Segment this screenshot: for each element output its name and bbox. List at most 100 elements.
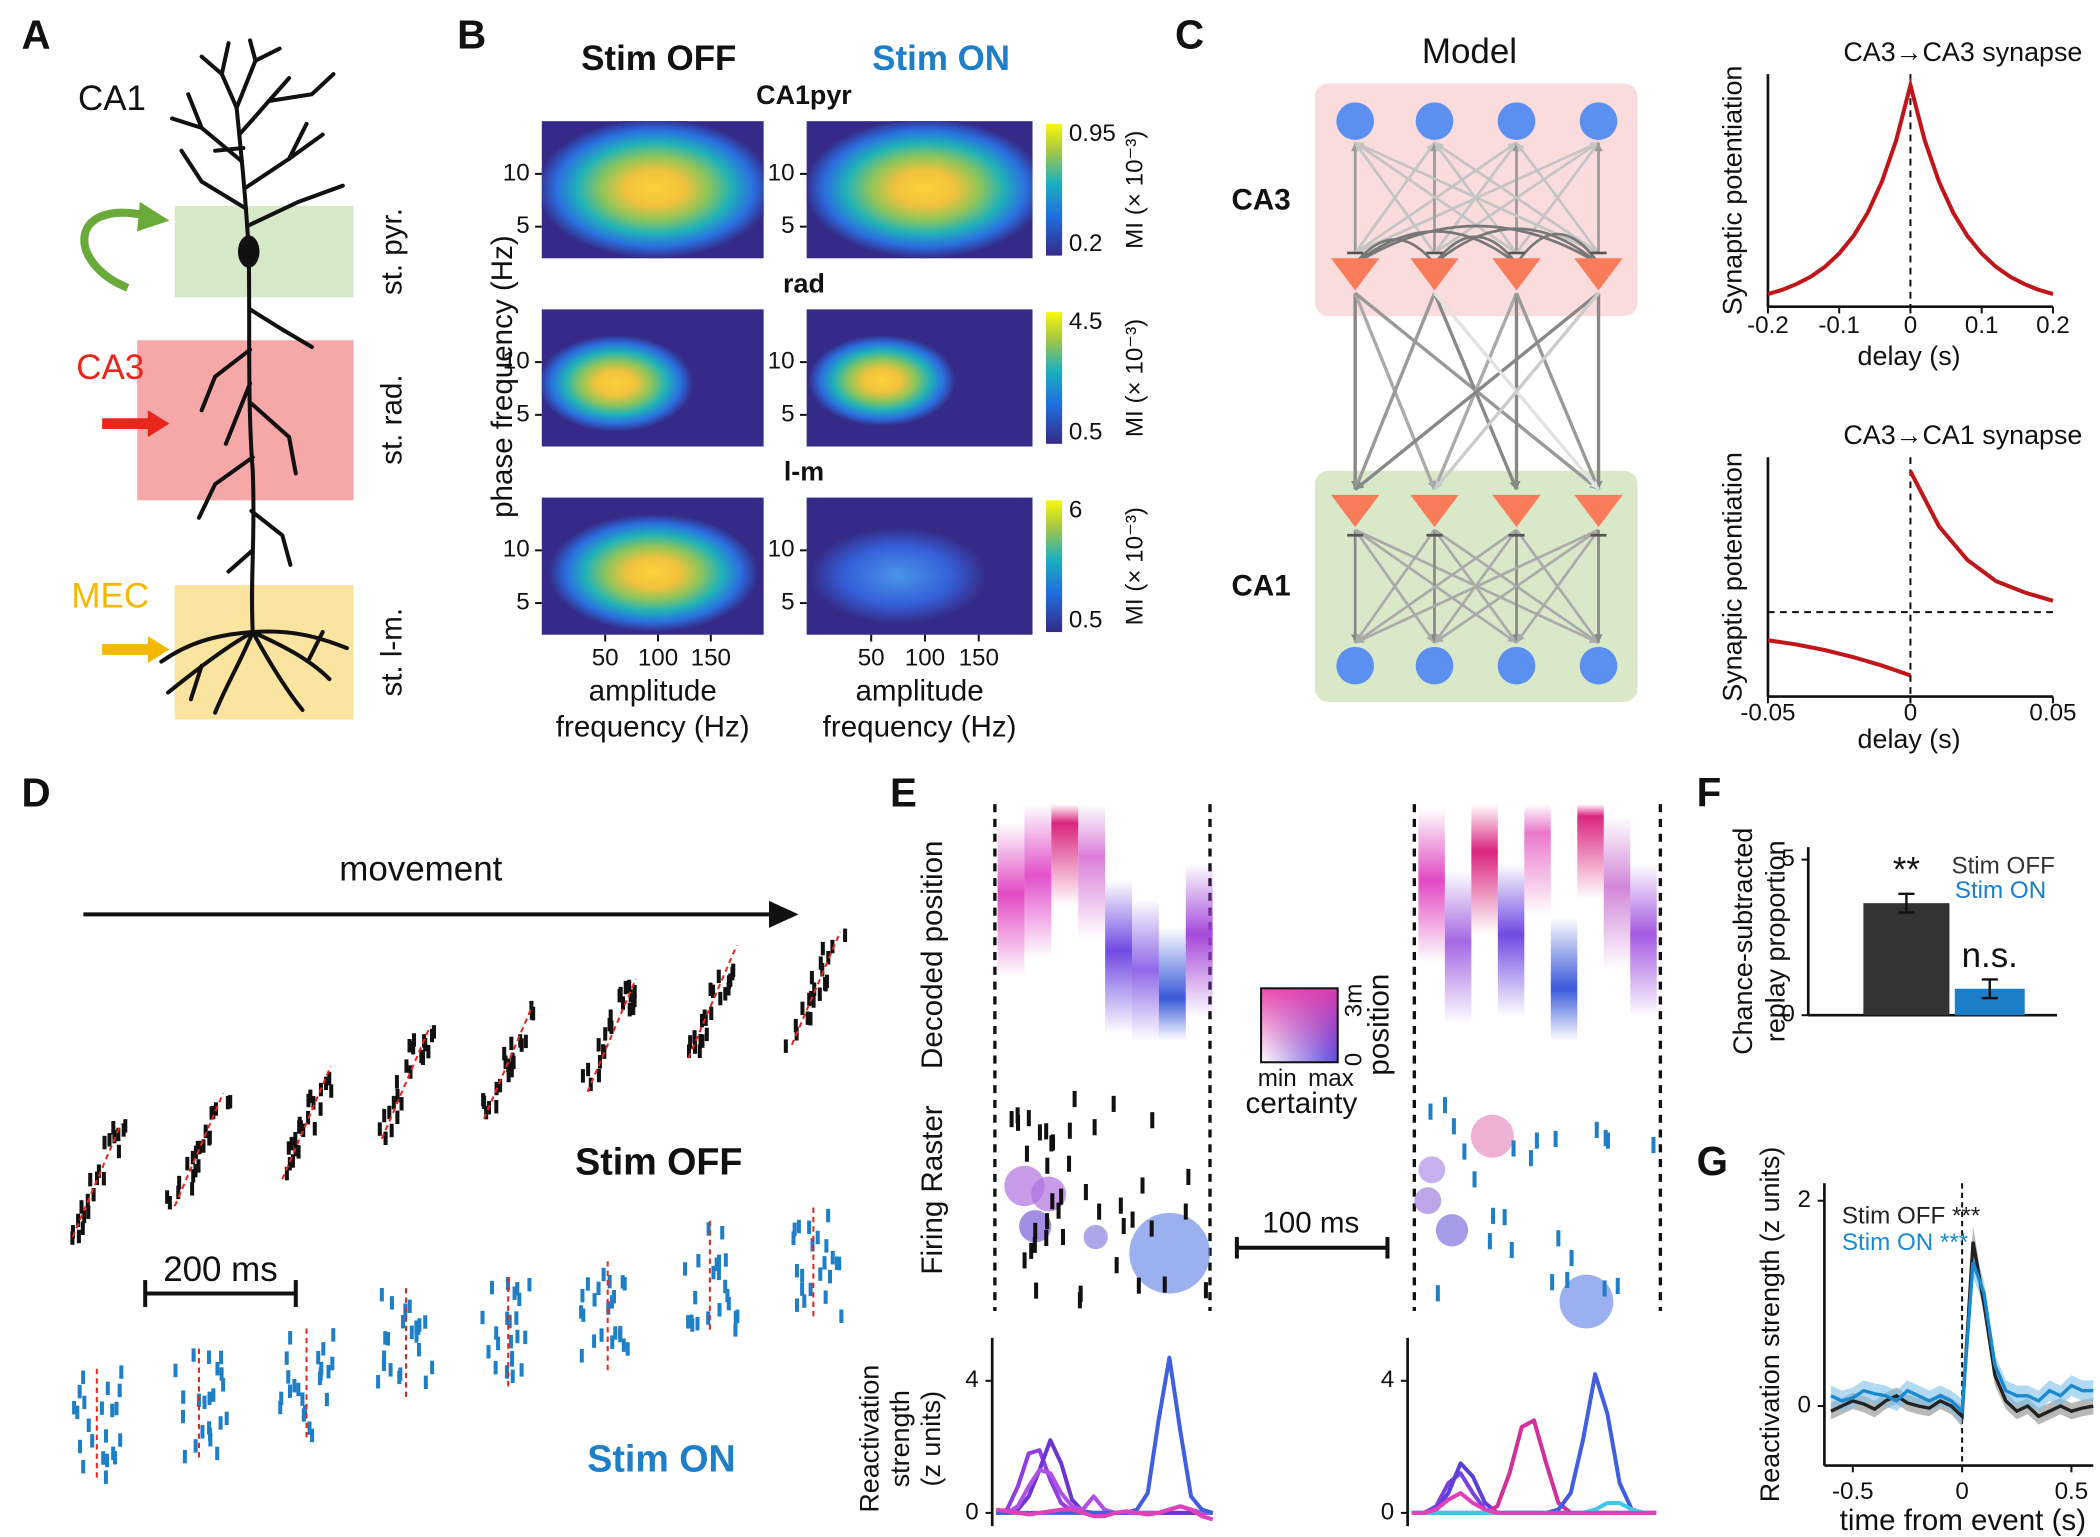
y-tick-label: 5 <box>781 212 794 239</box>
panel-caption: Firing Raster <box>916 1105 949 1274</box>
heatmap-blob <box>541 334 694 432</box>
arrow-head <box>1434 142 1444 151</box>
heatmap-blob <box>548 513 759 633</box>
decoded-column <box>1577 804 1604 1041</box>
reactivation-curve <box>995 1504 1214 1522</box>
dendrite <box>219 41 231 77</box>
sequence-fit <box>173 1092 225 1207</box>
condition-title: Stim OFF <box>581 39 736 78</box>
colorbar-label: MI (× 10⁻³) <box>1121 319 1148 437</box>
neuron-pyramidal <box>1492 494 1541 528</box>
y-axis-label: Chance-subtracted <box>1728 828 1758 1055</box>
sequence-fit <box>71 1123 122 1238</box>
decoded-column <box>1158 804 1186 1041</box>
sequence-fit <box>380 1025 432 1140</box>
connection <box>1353 292 1437 491</box>
heatmap-blob <box>809 527 987 624</box>
neuron-pyramidal <box>1574 258 1623 291</box>
neuron-cell <box>1415 646 1454 685</box>
arrow-head <box>1355 481 1365 490</box>
connection <box>1354 528 1600 645</box>
colorbar-label: MI (× 10⁻³) <box>1121 507 1148 625</box>
sequence-fit <box>483 1005 534 1120</box>
line <box>1830 1261 2094 1415</box>
arrow-head <box>147 410 170 438</box>
dendrite <box>242 132 325 191</box>
y-tick-label: 5 <box>516 212 529 239</box>
arrow-head <box>1512 481 1521 490</box>
y-tick-label: 5 <box>516 588 529 615</box>
neuron-cell <box>1579 646 1618 685</box>
region-label: CA3 <box>1232 184 1291 217</box>
heatmap-blob <box>808 334 956 427</box>
assembly-highlight <box>1083 1224 1108 1250</box>
colorbar-title: position <box>1363 974 1396 1076</box>
y-axis-label: Reactivation <box>854 1365 884 1513</box>
input-label: MEC <box>71 577 149 616</box>
decoded-column <box>1497 804 1525 1041</box>
decoded-column <box>1603 804 1631 1041</box>
dendrite <box>245 183 345 229</box>
x-axis-label: frequency (Hz) <box>556 711 750 744</box>
dendrite <box>287 121 309 161</box>
dendrite <box>234 105 251 254</box>
connection <box>1354 529 1436 644</box>
legend-entry: Stim OFF <box>1951 853 2054 880</box>
y-tick-label: 10 <box>503 536 530 563</box>
decoded-column <box>1550 804 1578 1041</box>
y-axis-label: Synaptic potentiation <box>1717 66 1747 316</box>
certainty-colorbar <box>1260 987 1339 1064</box>
decoded-column <box>1418 804 1445 1041</box>
x-tick-label: -0.5 <box>1832 1478 1874 1505</box>
x-tick-label: -0.1 <box>1818 312 1860 339</box>
x-axis-label: frequency (Hz) <box>823 711 1017 744</box>
condition-label: Stim OFF <box>575 1140 742 1182</box>
curve <box>1767 77 2054 296</box>
dendrite <box>266 72 336 104</box>
assembly-highlight <box>1414 1187 1442 1215</box>
y-tick-label: 0 <box>965 1498 978 1525</box>
colorbar-tick-label: 0.2 <box>1069 230 1103 257</box>
x-tick-label: 0.2 <box>2036 312 2070 339</box>
y-tick-label: 10 <box>768 348 795 375</box>
decoded-column <box>1185 804 1213 1041</box>
y-axis-label: replay proportion <box>1760 840 1790 1042</box>
x-tick-label: 0.05 <box>2029 699 2076 726</box>
assembly-highlight <box>1435 1214 1469 1247</box>
y-tick-label: 10 <box>503 348 530 375</box>
connection <box>1515 529 1600 644</box>
legend-entry: Stim ON <box>1955 877 2046 904</box>
scale-bar-label: 100 ms <box>1262 1207 1359 1240</box>
reactivation-curve <box>1411 1491 1657 1515</box>
assembly-highlight <box>1418 1156 1446 1184</box>
colorbar-label: max <box>1308 1065 1354 1092</box>
y-tick-label: 2 <box>1797 1186 1810 1213</box>
region-label: CA1 <box>78 79 146 118</box>
heatmap-blob <box>541 121 764 259</box>
y-tick-label: 10 <box>768 159 795 186</box>
panel-caption: Decoded position <box>916 840 949 1068</box>
dendrite <box>253 46 282 63</box>
x-axis-label: amplitude <box>855 674 983 707</box>
x-tick-label: 150 <box>959 644 999 671</box>
error-bar <box>1981 978 1998 1000</box>
dendrite <box>250 630 305 713</box>
connection <box>1354 141 1518 255</box>
colorbar-tick-label: 0.5 <box>1069 418 1103 445</box>
legend-entry: Stim ON *** <box>1842 1229 1969 1256</box>
bar <box>1863 903 1950 1016</box>
arrow-head <box>1589 480 1599 490</box>
y-tick-label: 4 <box>1381 1366 1394 1393</box>
decoded-column <box>1524 804 1551 1041</box>
condition-label: Stim ON <box>587 1437 735 1479</box>
decoded-column <box>1132 804 1159 1041</box>
dendrite <box>159 630 255 664</box>
neuron-cell <box>1336 102 1375 140</box>
colorbar-label: MI (× 10⁻³) <box>1121 131 1148 249</box>
panel-label: B <box>457 11 486 57</box>
dendrite <box>199 347 253 413</box>
assembly-highlight <box>1559 1274 1614 1329</box>
colorbar-tick-label: 0.5 <box>1069 607 1103 634</box>
decoded-column <box>997 804 1025 1041</box>
neuron-pyramidal <box>1492 258 1541 291</box>
